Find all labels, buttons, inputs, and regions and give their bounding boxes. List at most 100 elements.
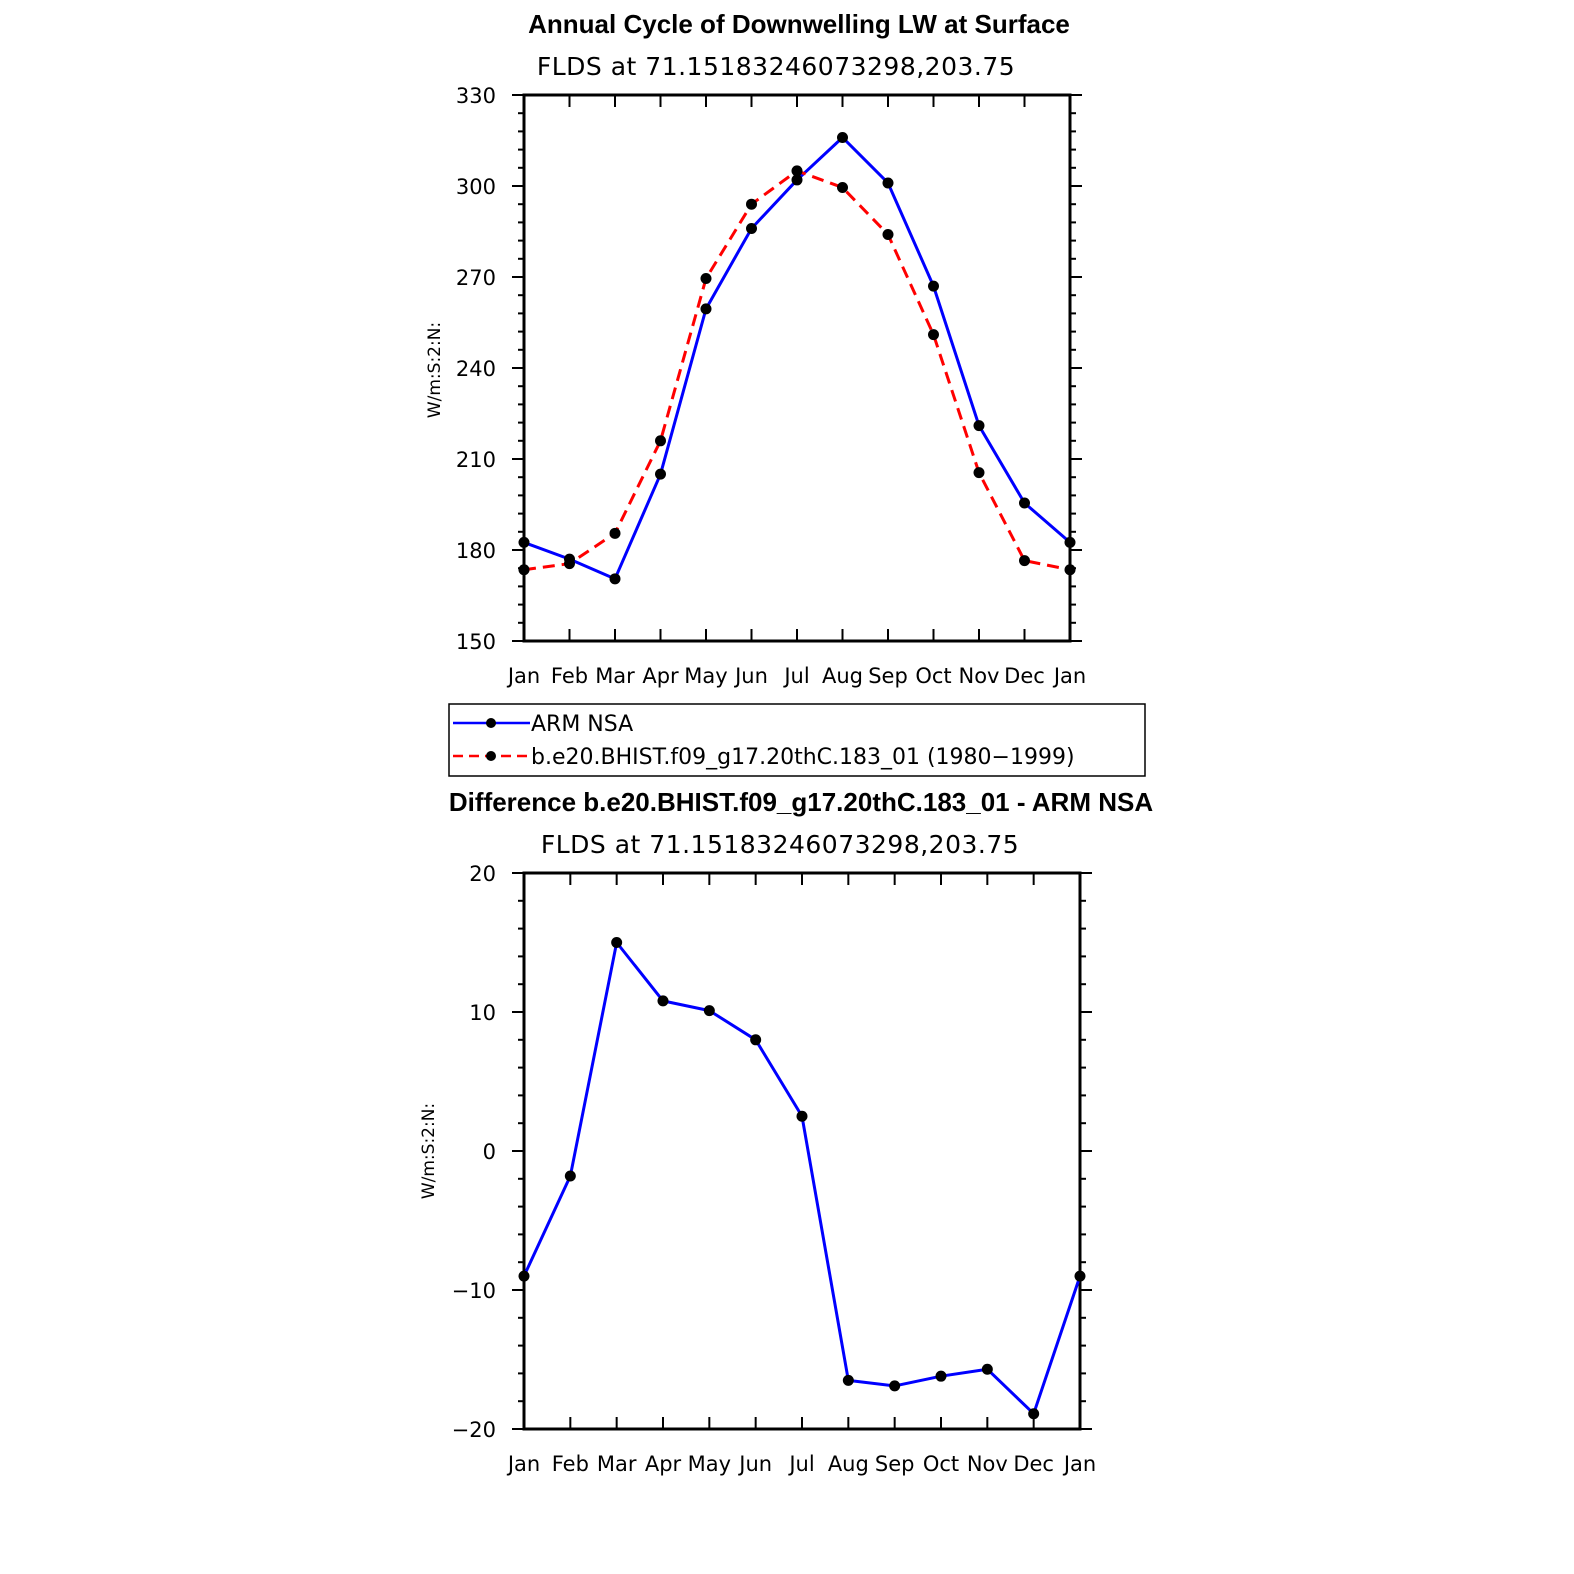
x-tick-label: Jul [787,1452,814,1476]
series-lines [522,941,1082,1416]
data-point [518,536,530,548]
x-tick-label: Jan [506,1452,540,1476]
chart-title: Annual Cycle of Downwelling LW at Surfac… [528,9,1070,39]
data-point [609,527,621,539]
data-point [700,273,712,285]
legend: ARM NSA b.e20.BHIST.f09_g17.20thC.183_01… [448,703,1146,777]
data-point [746,222,757,234]
y-tick-label: 210 [456,448,496,472]
data-point [973,467,985,479]
x-tick-label: Aug [828,1452,869,1476]
data-point [1019,555,1030,567]
series-markers [518,937,1086,1420]
data-point [611,937,623,948]
data-point [882,229,894,241]
x-tick-label: May [684,664,727,688]
data-point [1074,1270,1086,1282]
legend-label-model: b.e20.BHIST.f09_g17.20thC.183_01 (1980−1… [531,745,1075,770]
chart-subtitle: FLDS at 71.15183246073298,203.75 [537,52,1015,81]
data-point [935,1370,947,1382]
data-point [564,558,575,570]
legend-marker-arm [486,718,496,728]
y-tick-label: 180 [456,539,496,563]
x-tick-label: Nov [967,1452,1008,1476]
y-tick-label: 330 [456,84,496,108]
x-tick-label: Mar [595,664,635,688]
x-tick-label: Jan [506,664,540,688]
y-axis-label: W/m:S:2:N: [425,322,445,418]
x-tick-label: Sep [875,1452,915,1476]
x-tick-label: Jun [737,1452,772,1476]
series-line-0 [523,135,1071,581]
legend-marker-model [486,751,496,761]
y-tick-label: 10 [469,1001,496,1025]
data-point [791,174,803,186]
series-line-1 [523,169,1071,572]
x-tick-label: Aug [822,664,863,688]
data-point [518,1270,530,1282]
y-tick-label: −10 [452,1279,496,1303]
difference-chart: Difference b.e20.BHIST.f09_g17.20thC.183… [419,787,1153,1476]
data-point [981,1363,993,1375]
series-line-0 [522,941,1082,1416]
x-tick-label: Oct [915,664,951,688]
y-tick-label: 0 [483,1140,496,1164]
x-tick-label: May [688,1452,731,1476]
data-point [1064,536,1076,548]
x-tick-label: Feb [551,664,588,688]
data-point [791,165,803,177]
y-tick-label: 150 [456,630,496,654]
data-point [564,1170,576,1182]
x-tick-label: Apr [645,1452,682,1476]
axis-ticks: Jan Feb Mar Apr May Jun Jul Aug Sep Oct Nov Dec Jan−… [452,862,1097,1476]
x-tick-label: Oct [923,1452,959,1476]
data-point [750,1034,762,1046]
data-point [746,198,757,210]
data-point [837,182,848,194]
series-lines [523,135,1071,581]
y-tick-label: 300 [456,175,496,199]
y-tick-label: 270 [456,266,496,290]
data-point [518,564,530,576]
data-point [796,1110,808,1122]
legend-box [448,703,1146,777]
data-point [657,995,669,1007]
x-tick-label: Feb [552,1452,589,1476]
data-point [1028,1408,1040,1420]
plot-frame [522,871,1082,1431]
data-point [928,280,939,292]
x-tick-label: Sep [868,664,908,688]
data-point [842,1374,854,1386]
data-point [837,131,848,143]
x-tick-label: Nov [959,664,1000,688]
chart-title: Difference b.e20.BHIST.f09_g17.20thC.183… [449,787,1153,817]
chart-subtitle: FLDS at 71.15183246073298,203.75 [541,830,1019,859]
x-tick-label: Jan [1052,664,1086,688]
data-point [609,573,621,585]
y-tick-label: −20 [452,1418,496,1442]
x-tick-label: Jun [733,664,768,688]
annual-cycle-chart: Annual Cycle of Downwelling LW at Surfac… [425,9,1146,777]
legend-label-arm: ARM NSA [531,712,633,737]
data-point [655,435,666,447]
data-point [655,468,666,480]
data-point [882,177,894,189]
data-point [889,1380,901,1392]
x-tick-label: Dec [1004,664,1045,688]
x-tick-label: Jan [1062,1452,1096,1476]
x-tick-label: Dec [1013,1452,1054,1476]
data-point [703,1005,715,1017]
x-tick-label: Jul [782,664,809,688]
axis-ticks: Jan Feb Mar Apr May Jun Jul Aug Sep Oct Nov Dec Jan 1… [456,84,1086,688]
y-axis-label: W/m:S:2:N: [419,1103,439,1199]
data-point [700,303,712,315]
y-tick-label: 20 [469,862,496,886]
y-tick-label: 240 [456,357,496,381]
x-tick-label: Apr [642,664,679,688]
data-point [973,420,985,432]
data-point [1019,497,1030,509]
series-markers [518,131,1076,585]
data-point [1064,564,1076,576]
data-point [928,329,939,341]
